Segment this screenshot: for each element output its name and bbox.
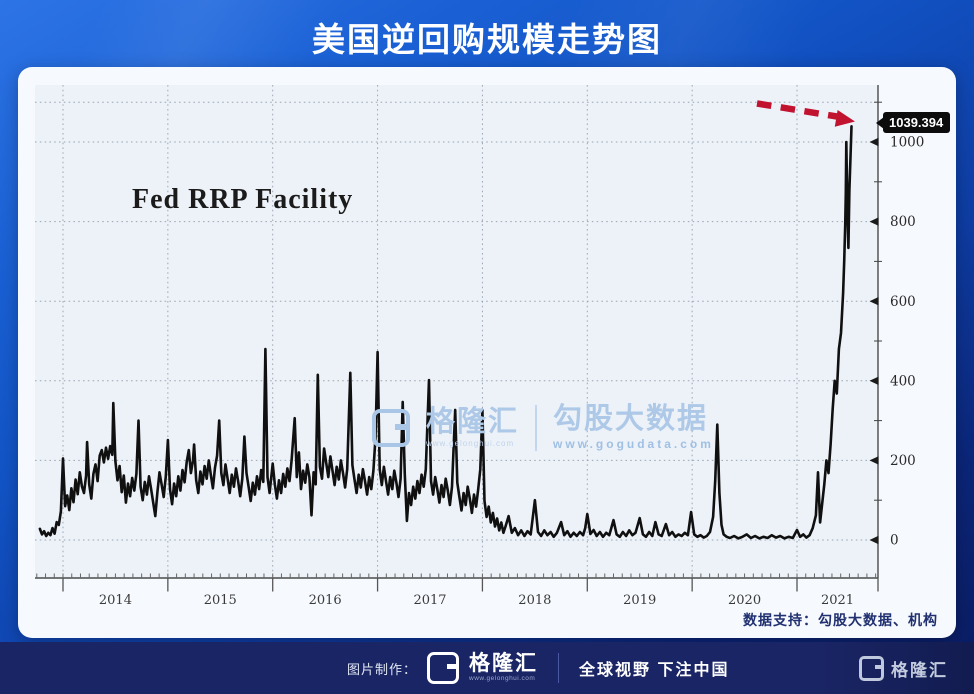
watermark: 格隆汇 www.gelonghui.com 勾股大数据 www.gogudata… [372, 404, 714, 451]
footer-brand-url: www.gelonghui.com [469, 675, 536, 683]
footer-credit-group: 图片制作： 格隆汇 www.gelonghui.com 全球视野 下注中国 [347, 642, 729, 694]
watermark-right-column: 勾股大数据 www.gogudata.com [553, 404, 714, 451]
footer-bar: 图片制作： 格隆汇 www.gelonghui.com 全球视野 下注中国 格隆… [0, 642, 974, 694]
watermark-brand-url: www.gelonghui.com [426, 438, 515, 448]
footer-right-brand-text: 格隆汇 [891, 660, 948, 680]
footer-brand-text: 格隆汇 [469, 652, 539, 676]
made-by-label: 图片制作： [347, 661, 418, 677]
data-support-credit: 数据支持：勾股大数据、机构 [743, 612, 938, 628]
page-title: 美国逆回购规模走势图 [312, 21, 662, 58]
gelonghui-logo-icon [859, 655, 884, 681]
gelonghui-logo-icon [427, 652, 460, 684]
chart-card [18, 67, 956, 638]
watermark-divider [535, 404, 538, 451]
footer-brand-column: 格隆汇 www.gelonghui.com [469, 653, 538, 683]
watermark-data-text: 勾股大数据 [553, 403, 709, 435]
gelonghui-logo-icon [372, 408, 410, 447]
footer-right-logo-group: 格隆汇 [859, 642, 948, 694]
last-value-badge: 1039.394 [875, 112, 951, 133]
chart-series-title: Fed RRP Facility [132, 184, 354, 215]
footer-divider [558, 653, 560, 683]
watermark-left-column: 格隆汇 www.gelonghui.com [426, 407, 519, 448]
footer-slogan: 全球视野 下注中国 [579, 662, 730, 679]
watermark-data-url: www.gogudata.com [553, 437, 714, 452]
watermark-brand-text: 格隆汇 [426, 406, 520, 439]
